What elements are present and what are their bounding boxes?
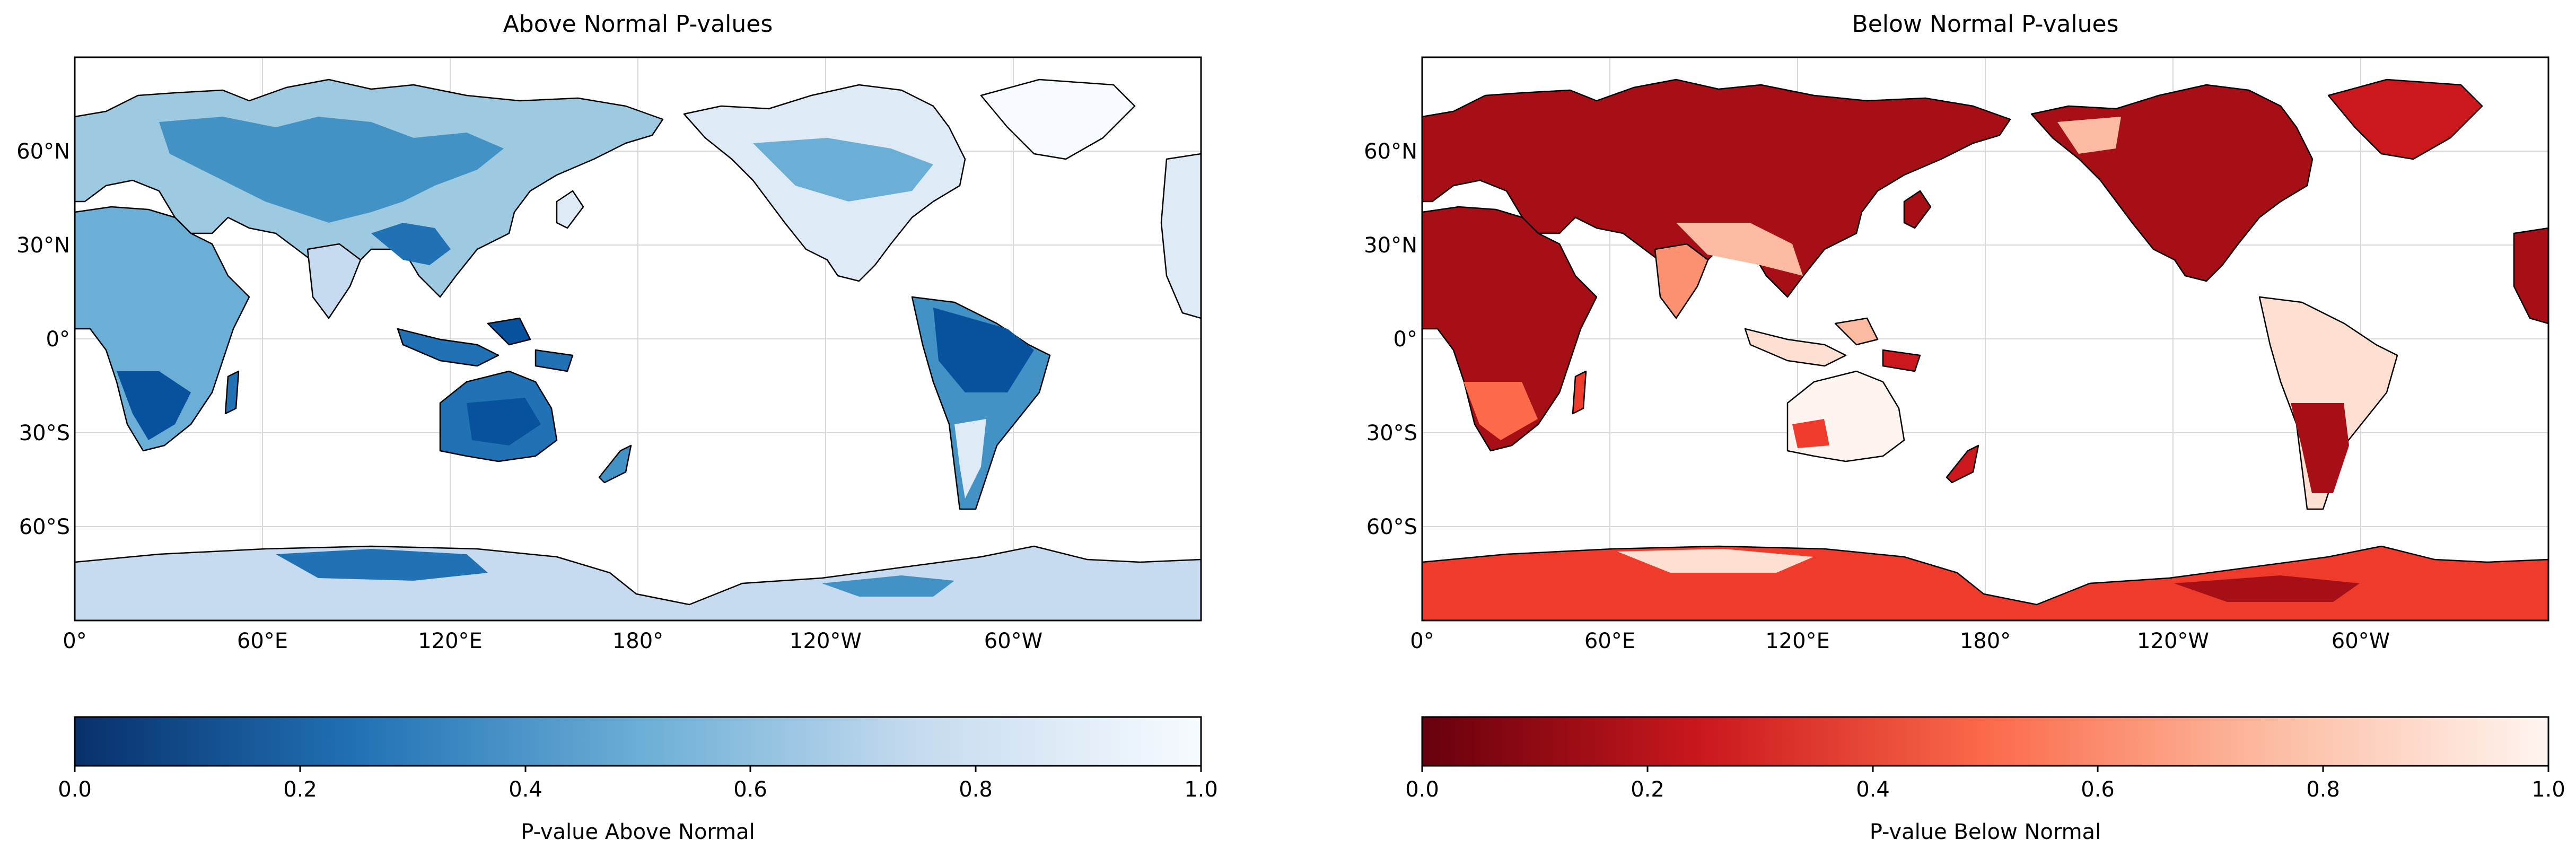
gridlines	[75, 57, 1201, 620]
lon-tick: 180°	[1960, 629, 2011, 653]
land-masses	[1422, 78, 2548, 620]
ticks-above: 60°N 30°N 0° 30°S 60°S 0° 60°E 120°E 180…	[16, 139, 1042, 653]
colorbar-tick: 0.4	[1856, 777, 1890, 802]
landmass-new-zealand	[598, 444, 632, 484]
colorbar-tick: 1.0	[1184, 777, 1218, 802]
colorbar-label: P-value Above Normal	[521, 820, 755, 844]
landmass-africa	[1422, 206, 1598, 452]
panel-title-below: Below Normal P-values	[1852, 11, 2119, 38]
lat-tick: 0°	[46, 327, 70, 352]
ticks-below: 60°N 30°N 0° 30°S 60°S 0° 60°E 120°E 180…	[1364, 139, 2390, 653]
lon-tick: 120°E	[418, 629, 483, 653]
colorbar-tick: 0.6	[2081, 777, 2115, 802]
map-frame-below	[1421, 56, 2549, 622]
colorbar-tick: 0.8	[959, 777, 993, 802]
landmass-madagascar	[1572, 370, 1587, 415]
colorbar-tick: 0.8	[2306, 777, 2340, 802]
landmass-india	[306, 243, 362, 319]
lat-tick: 60°N	[1364, 139, 1417, 164]
lon-tick: 60°W	[2332, 629, 2390, 653]
landmass-greenland	[2327, 78, 2483, 160]
lon-tick: 120°E	[1765, 629, 1830, 653]
lon-tick: 60°W	[984, 629, 1042, 653]
lat-tick: 60°S	[1366, 515, 1417, 539]
colorbar-tick: 0.0	[58, 777, 92, 802]
gridlines	[1422, 57, 2548, 620]
colorbar-tick: 0.2	[283, 777, 317, 802]
landmass-africa	[75, 206, 250, 452]
landmass-greenland	[980, 78, 1136, 160]
landmass-new-zealand	[1946, 444, 1979, 484]
colorbar-tick: 1.0	[2531, 777, 2565, 802]
landmass-indonesia	[1744, 328, 1847, 367]
lat-tick: 30°S	[19, 421, 70, 445]
lat-tick: 60°N	[16, 139, 70, 164]
colorbar-tick: 0.2	[1631, 777, 1664, 802]
colorbar-label: P-value Below Normal	[1870, 820, 2101, 844]
lon-tick: 0°	[63, 629, 86, 653]
colorbar-tick: 0.0	[1405, 777, 1439, 802]
colorbar-above: 0.0 0.2 0.4 0.6 0.8 1.0 P-value Above No…	[58, 716, 1218, 844]
colorbar-tick: 0.6	[733, 777, 767, 802]
map-below-normal	[1422, 57, 2548, 620]
lon-tick: 180°	[612, 629, 663, 653]
landmass-indonesia	[397, 328, 500, 367]
lon-tick: 60°E	[237, 629, 288, 653]
lat-tick: 0°	[1394, 327, 1417, 352]
landmass-india	[1654, 243, 1709, 319]
landmass-japan	[556, 190, 584, 229]
landmass-japan	[1903, 190, 1932, 229]
colorbar-tick: 0.4	[509, 777, 542, 802]
panel-title-above: Above Normal P-values	[503, 11, 773, 38]
lat-tick: 60°S	[19, 515, 70, 539]
landmass-eurasia	[1422, 78, 2011, 298]
lat-tick: 30°S	[1366, 421, 1417, 445]
land-masses	[75, 78, 1201, 620]
landmass-madagascar	[224, 370, 240, 415]
map-above-normal	[75, 57, 1201, 620]
lat-tick: 30°N	[1364, 233, 1417, 258]
lon-tick: 0°	[1410, 629, 1434, 653]
lat-tick: 30°N	[16, 233, 70, 258]
lon-tick: 120°W	[2137, 629, 2209, 653]
colorbar-below: 0.0 0.2 0.4 0.6 0.8 1.0 P-value Below No…	[1405, 716, 2565, 844]
lon-tick: 60°E	[1584, 629, 1635, 653]
map-frame-above	[74, 56, 1202, 622]
lon-tick: 120°W	[790, 629, 862, 653]
